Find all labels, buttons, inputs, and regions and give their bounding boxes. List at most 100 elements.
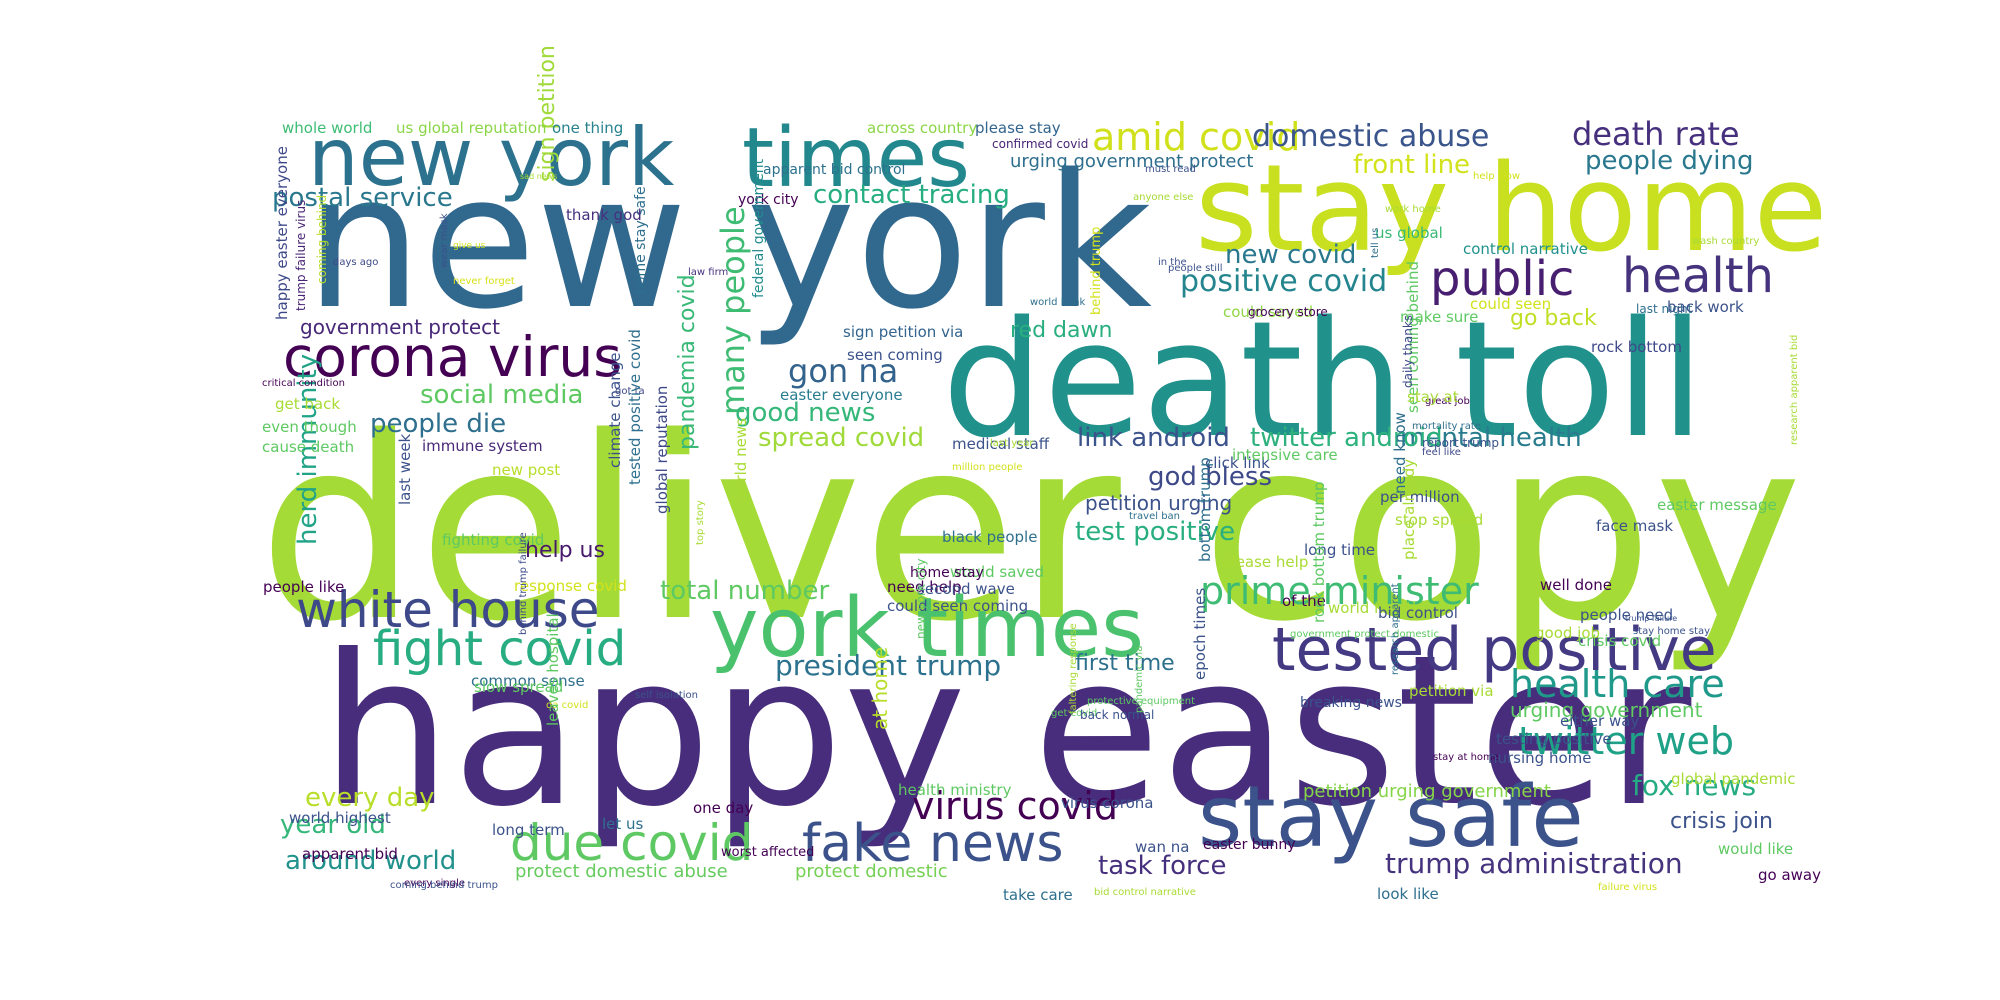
- cloud-word: second wave: [917, 580, 1015, 598]
- cloud-word: seen coming: [847, 346, 943, 364]
- cloud-word: common sense: [471, 672, 585, 690]
- cloud-word: make sure: [1400, 308, 1479, 326]
- cloud-word: control narrative: [1463, 240, 1588, 258]
- cloud-word: sad news: [520, 172, 558, 181]
- cloud-word: prime minister: [1200, 569, 1479, 613]
- cloud-word: place already: [1400, 458, 1418, 560]
- cloud-word: let us: [602, 815, 644, 833]
- cloud-word: could seen: [1470, 295, 1552, 313]
- cloud-word: get back: [275, 395, 341, 413]
- cloud-word: government protect domestic: [1290, 629, 1439, 640]
- cloud-word: law firm: [688, 267, 729, 278]
- cloud-word: world bank: [1030, 297, 1086, 308]
- cloud-word: worst affected: [721, 845, 815, 860]
- cloud-word: fox news: [1632, 769, 1757, 802]
- cloud-word: stay at: [1407, 388, 1459, 406]
- cloud-word: leaves hospital: [544, 613, 562, 726]
- cloud-word: york times: [710, 581, 1144, 676]
- cloud-word: medical staff: [952, 435, 1050, 453]
- cloud-word: travel ban: [1129, 511, 1181, 522]
- cloud-word: sign petition: [535, 45, 560, 182]
- cloud-word: deliver copy: [258, 384, 1803, 677]
- cloud-word: got ta: [615, 386, 645, 397]
- cloud-word: behind trump: [1089, 226, 1104, 315]
- cloud-word: either way: [1560, 712, 1640, 730]
- cloud-word: one day: [693, 799, 754, 817]
- cloud-word: even though: [262, 418, 357, 436]
- cloud-word: wear mask: [439, 213, 450, 268]
- cloud-word: urging government: [1510, 698, 1703, 722]
- cloud-word: mortality rate: [1412, 421, 1481, 432]
- cloud-word: confirmed covid: [992, 137, 1089, 151]
- cloud-word: last year: [990, 438, 1034, 449]
- cloud-word: spread covid: [758, 423, 925, 453]
- cloud-word: failure virus: [1598, 882, 1658, 893]
- cloud-word: rock bottom trump: [1310, 481, 1328, 623]
- cloud-word: help slow: [1473, 171, 1521, 182]
- cloud-word: immune system: [422, 437, 543, 455]
- cloud-word: rock bottom: [1591, 338, 1682, 356]
- cloud-word: president trump: [775, 649, 1002, 682]
- cloud-word: go away: [1758, 866, 1821, 884]
- cloud-word: critical condition: [262, 378, 345, 389]
- cloud-word: behind trump failure: [518, 532, 529, 635]
- cloud-word: testing positive: [1496, 730, 1612, 748]
- cloud-word: tested positive covid: [626, 329, 644, 485]
- cloud-word: stay at home: [1433, 752, 1499, 763]
- cloud-word: york city: [738, 192, 799, 208]
- cloud-word: good job: [1535, 624, 1601, 642]
- cloud-word: virus covid: [912, 784, 1118, 828]
- cloud-word: death toll: [942, 286, 1705, 473]
- cloud-word: bottom trump: [1196, 457, 1214, 562]
- cloud-word: death rate: [1572, 115, 1740, 153]
- cloud-word: world news: [732, 418, 750, 503]
- cloud-word: last week: [396, 433, 414, 505]
- cloud-word: could seen coming: [887, 597, 1029, 615]
- cloud-word: research apparent: [1390, 583, 1401, 675]
- cloud-word: home stay safe: [633, 186, 649, 294]
- cloud-word: bid control: [1378, 604, 1458, 622]
- cloud-word: back normal: [1080, 708, 1155, 722]
- cloud-word: grocery store: [1248, 305, 1328, 319]
- cloud-word: petition urging government: [1303, 781, 1551, 802]
- cloud-word: of the: [1282, 592, 1326, 610]
- cloud-word: tested positive: [1272, 615, 1717, 685]
- cloud-word: happy easter: [320, 611, 1692, 853]
- cloud-word: new york: [305, 134, 1153, 350]
- cloud-word: many people: [714, 206, 752, 415]
- cloud-word: people still: [1168, 263, 1223, 274]
- cloud-word: face mask: [1596, 517, 1674, 535]
- cloud-word: new covid: [1225, 240, 1357, 270]
- cloud-word: easter message: [1657, 496, 1777, 514]
- cloud-word: people dying: [1585, 146, 1754, 176]
- cloud-word: get covid: [1051, 708, 1098, 719]
- cloud-word: trump failure: [1625, 614, 1678, 623]
- cloud-word: long term: [492, 821, 565, 839]
- cloud-word: wash country: [1692, 236, 1760, 247]
- cloud-word: easter everyone: [780, 386, 903, 404]
- cloud-word: fight covid: [373, 621, 627, 677]
- cloud-word: slow spread: [474, 678, 564, 696]
- cloud-word: look like: [1377, 885, 1439, 903]
- cloud-word: apparent bid: [302, 845, 398, 863]
- cloud-word: new york: [308, 111, 675, 204]
- cloud-word: protect domestic abuse: [515, 861, 728, 882]
- cloud-word: wan na: [1135, 838, 1190, 856]
- cloud-word: apparent bid control: [763, 162, 906, 178]
- cloud-word: stop spread: [1395, 511, 1484, 529]
- cloud-word: stay home: [1195, 140, 1828, 279]
- cloud-word: domestic abuse: [1252, 119, 1490, 154]
- cloud-word: please stay: [975, 119, 1061, 137]
- cloud-word: long time: [1304, 541, 1376, 559]
- cloud-word: black people: [942, 528, 1038, 546]
- cloud-word: work home: [1385, 204, 1441, 215]
- cloud-word: twitter web: [1518, 719, 1734, 763]
- cloud-word: year old: [280, 810, 386, 840]
- cloud-word: coming behind trump: [390, 880, 498, 891]
- cloud-word: petition via: [1409, 682, 1494, 700]
- cloud-word: intensive care: [1232, 446, 1338, 464]
- cloud-word: need help: [887, 578, 962, 596]
- cloud-word: new post: [492, 461, 561, 479]
- cloud-word: postal service: [272, 183, 453, 213]
